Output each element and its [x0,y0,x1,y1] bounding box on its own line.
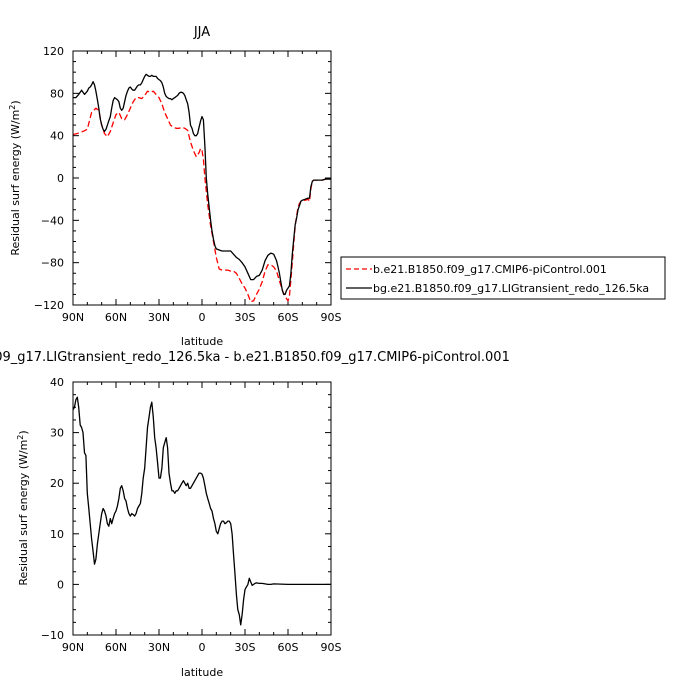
bottom-x-tick-label: 90N [62,641,84,654]
bottom-x-tick-label: 60S [278,641,299,654]
legend-label-ligtransient: bg.e21.B1850.f09_g17.LIGtransient_redo_1… [373,282,649,295]
bottom-panel-frame [72,381,332,636]
bottom-x-tick-label: 90S [321,641,342,654]
top-panel: JJA Residual surf energy (W/m2) latitude… [8,25,342,348]
top-panel-lines [72,73,331,303]
svg-text:Residual surf energy (W/m2): Residual surf energy (W/m2) [8,100,23,255]
top-x-tick-label: 90S [321,311,342,324]
bottom-y-tick-label: 0 [57,578,64,591]
bottom-x-tick-label: 30S [235,641,256,654]
bottom-panel: bg.e21.B1850.f09_g17.LIGtransient_redo_1… [0,350,510,679]
bottom-series-line-0 [72,396,331,626]
bottom-y-tick-label: 30 [50,427,64,440]
top-y-tick-label: −40 [41,214,64,227]
legend: b.e21.B1850.f09_g17.CMIP6-piControl.001 … [340,256,666,300]
svg-text:Residual surf energy (W/m2): Residual surf energy (W/m2) [16,430,31,585]
bottom-panel-title: bg.e21.B1850.f09_g17.LIGtransient_redo_1… [0,350,510,365]
top-x-tick-label: 60N [105,311,127,324]
top-y-tick-label: 40 [50,130,64,143]
bottom-panel-x-axis-label: latitude [181,666,223,679]
top-y-tick-label: 120 [43,45,64,58]
bottom-panel-y-axis-label: Residual surf energy (W/m2) [16,430,31,585]
bottom-panel-lines [72,396,331,626]
top-series-line-1 [73,73,331,296]
bottom-x-tick-label: 30N [148,641,170,654]
top-x-tick-label: 90N [62,311,84,324]
top-x-tick-label: 60S [278,311,299,324]
bottom-x-tick-label: 60N [105,641,127,654]
bottom-y-tick-label: −10 [41,629,64,642]
top-panel-title: JJA [193,25,210,40]
bottom-y-tick-label: 10 [50,528,64,541]
top-panel-ticks: 90N 60N 30N 0 30S 60S 90S −120 −80 −40 0 40 80 120 [34,45,342,324]
bottom-x-tick-label: 0 [199,641,206,654]
legend-box [340,256,666,300]
top-y-tick-label: −120 [34,299,64,312]
top-x-tick-label: 0 [199,311,206,324]
bottom-panel-ticks: 90N 60N 30N 0 30S 60S 90S −10 0 10 20 30 40 [41,376,342,654]
bottom-y-tick-label: 20 [50,477,64,490]
top-x-tick-label: 30N [148,311,170,324]
legend-label-picontrol: b.e21.B1850.f09_g17.CMIP6-piControl.001 [373,263,607,276]
top-panel-frame [72,50,332,306]
bottom-y-tick-label: 40 [50,376,64,389]
top-y-tick-label: 0 [57,172,64,185]
top-panel-x-axis-label: latitude [181,335,223,348]
top-x-tick-label: 30S [235,311,256,324]
top-panel-y-axis-label: Residual surf energy (W/m2) [8,100,23,255]
top-series-line-0 [72,90,331,303]
top-y-tick-label: 80 [50,87,64,100]
top-y-tick-label: −80 [41,257,64,270]
